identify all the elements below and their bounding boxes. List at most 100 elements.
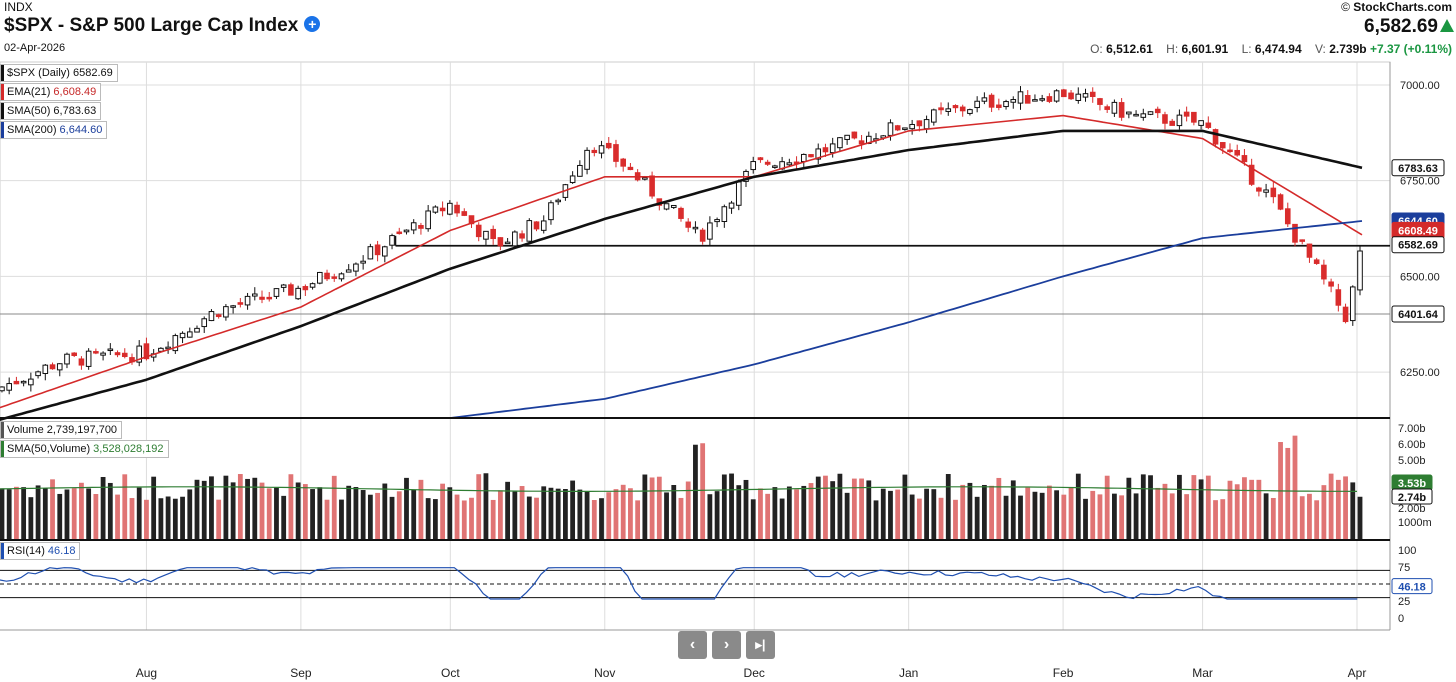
volume-bar bbox=[42, 488, 48, 540]
candle-body bbox=[533, 221, 540, 230]
info-icon[interactable]: + bbox=[304, 16, 321, 32]
candle-body bbox=[1024, 95, 1031, 104]
legend-ema21: EMA(21) 6,608.49 bbox=[0, 83, 102, 101]
volume-bar bbox=[209, 476, 214, 540]
volume-bar bbox=[758, 488, 763, 540]
volume-bar bbox=[642, 474, 648, 540]
candle-body bbox=[1205, 122, 1212, 128]
scroll-right-button[interactable]: › bbox=[712, 631, 741, 659]
candle-body bbox=[707, 222, 713, 240]
candle-body bbox=[71, 352, 78, 356]
candle-body bbox=[786, 162, 793, 166]
candle-body bbox=[1075, 93, 1082, 101]
vol-sma-tag-text: 3.53b bbox=[1398, 478, 1426, 490]
candle-body bbox=[1147, 111, 1154, 115]
volume-bar bbox=[1213, 500, 1218, 540]
volume-bar bbox=[1032, 491, 1038, 540]
volume-bar bbox=[223, 475, 229, 540]
candle-body bbox=[1313, 259, 1320, 264]
x-tick-label: Mar bbox=[1192, 666, 1213, 680]
legend-rsi: RSI(14) 46.18 bbox=[0, 542, 81, 560]
candles bbox=[0, 86, 1363, 395]
candle-body bbox=[967, 109, 973, 114]
sma200-line bbox=[450, 220, 1363, 419]
volume-sma-line bbox=[0, 486, 1358, 492]
candle-body bbox=[360, 260, 366, 264]
candle-body bbox=[613, 144, 619, 162]
candle-body bbox=[302, 286, 309, 291]
scroll-left-button[interactable]: ‹ bbox=[678, 631, 707, 659]
volume-tick-label: 5.00b bbox=[1398, 455, 1426, 467]
chart-date: 02-Apr-2026 bbox=[4, 42, 66, 54]
candle-body bbox=[1111, 101, 1118, 114]
volume-bar bbox=[172, 498, 178, 540]
volume-bar bbox=[721, 474, 727, 540]
candle-body bbox=[179, 332, 186, 339]
volume-bar bbox=[115, 494, 120, 540]
x-tick-label: Aug bbox=[136, 666, 157, 680]
x-tick-label: Feb bbox=[1053, 666, 1074, 680]
volume-bar bbox=[534, 497, 539, 540]
candle-body bbox=[1068, 92, 1074, 100]
rsi-tick-label: 25 bbox=[1398, 596, 1410, 608]
scroll-end-button[interactable]: ▸| bbox=[746, 631, 775, 659]
volume-bar bbox=[144, 499, 149, 540]
candle-body bbox=[851, 131, 858, 139]
candle-body bbox=[923, 119, 930, 130]
candle-body bbox=[1032, 99, 1038, 102]
volume-value: 2.739b bbox=[1329, 42, 1367, 56]
candle-body bbox=[1306, 243, 1313, 258]
volume-bar bbox=[1177, 474, 1182, 540]
candle-body bbox=[945, 108, 952, 112]
volume-bar bbox=[700, 443, 706, 540]
sma50-tag bbox=[1391, 159, 1445, 177]
candle-body bbox=[858, 140, 865, 145]
candle-body bbox=[237, 302, 244, 305]
volume-bar bbox=[924, 488, 929, 540]
price-tick-label: 6500.00 bbox=[1400, 271, 1440, 283]
volume-bar bbox=[1025, 487, 1031, 540]
volume-bar bbox=[577, 489, 583, 540]
candle-body bbox=[1183, 111, 1190, 117]
volume-bar bbox=[404, 477, 409, 540]
volume-tick-label: 6.00b bbox=[1398, 439, 1426, 451]
candle-body bbox=[6, 383, 12, 391]
candle-body bbox=[121, 352, 128, 358]
volume-bar bbox=[1184, 494, 1190, 540]
volume-bar bbox=[1357, 496, 1363, 540]
volume-bar bbox=[996, 477, 1002, 540]
candle-body bbox=[1357, 250, 1363, 291]
candle-body bbox=[165, 346, 171, 350]
volume-bar bbox=[591, 500, 597, 540]
volume-bar bbox=[151, 476, 157, 540]
candle-body bbox=[461, 211, 468, 216]
exchange-label: INDX bbox=[4, 0, 33, 14]
volume-bar bbox=[411, 489, 417, 540]
volume-bar bbox=[180, 496, 185, 540]
candle-body bbox=[808, 154, 814, 158]
volume-bar bbox=[512, 491, 518, 540]
volume-bar bbox=[1249, 479, 1255, 540]
legend-price: $SPX (Daily) 6582.69 bbox=[0, 64, 118, 82]
volume-bar bbox=[230, 482, 236, 540]
candle-body bbox=[1241, 155, 1248, 163]
candle-body bbox=[418, 225, 424, 229]
candle-body bbox=[649, 175, 655, 197]
volume-bar bbox=[974, 496, 980, 540]
volume-bar bbox=[1191, 475, 1197, 540]
brand-logo[interactable]: © StockCharts.com bbox=[1341, 0, 1452, 14]
candle-body bbox=[35, 371, 41, 377]
candle-body bbox=[100, 352, 106, 356]
volume-bar bbox=[938, 497, 944, 540]
volume-tick-label: 2.00b bbox=[1398, 503, 1426, 515]
volume-bar bbox=[1112, 493, 1117, 540]
legend-sma200: SMA(200) 6,644.60 bbox=[0, 121, 108, 139]
candle-body bbox=[338, 273, 345, 280]
volume-bar bbox=[1083, 498, 1088, 540]
volume-bar bbox=[656, 476, 662, 540]
candle-body bbox=[504, 241, 511, 245]
candle-body bbox=[728, 202, 735, 209]
volume-bar bbox=[1140, 474, 1146, 540]
volume-bar bbox=[93, 494, 99, 540]
